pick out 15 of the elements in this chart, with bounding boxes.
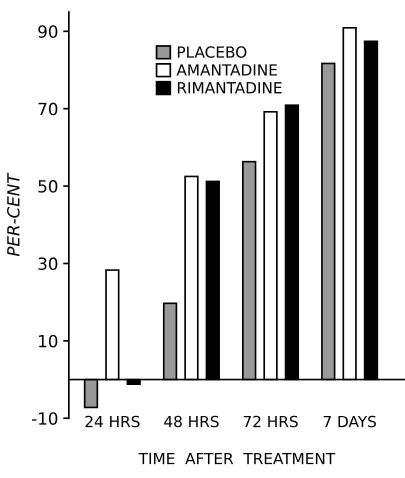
y-tick-label: 70	[38, 102, 58, 116]
legend-label: RIMANTADINE	[178, 82, 282, 94]
y-axis-title: PER-CENT	[7, 172, 20, 256]
y-tick-label: 50	[38, 180, 58, 193]
y-tick-label: -10	[32, 412, 58, 425]
x-tick-label: 72 HRS	[244, 416, 298, 428]
x-tick-label: 48 HRS	[164, 416, 219, 428]
x-tick-label: 24 HRS	[85, 416, 140, 428]
x-axis-title: TIME AFTER TREATMENT	[138, 452, 336, 464]
y-tick-label: 90	[38, 25, 58, 38]
y-tick-label: 30	[38, 257, 58, 270]
legend-label: PLACEBO	[178, 46, 246, 58]
x-tick-label: 7 DAYS	[324, 416, 376, 428]
y-tick-label: 10	[39, 334, 58, 348]
legend-label: AMANTADINE	[176, 64, 277, 76]
